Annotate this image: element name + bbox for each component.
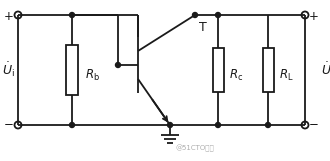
Text: +: +	[4, 9, 14, 23]
Circle shape	[70, 13, 75, 18]
Circle shape	[70, 123, 75, 128]
Circle shape	[215, 123, 220, 128]
Circle shape	[215, 13, 220, 18]
Bar	[66, 45, 78, 95]
Text: −: −	[4, 118, 14, 131]
Circle shape	[115, 62, 120, 67]
Text: +: +	[309, 9, 319, 23]
Text: $\dot{U}_{\rm i}$: $\dot{U}_{\rm i}$	[2, 61, 15, 79]
Text: $R_{\rm L}$: $R_{\rm L}$	[279, 67, 294, 83]
Text: @51CTO博客: @51CTO博客	[176, 144, 214, 152]
Text: $R_{\rm b}$: $R_{\rm b}$	[85, 67, 100, 83]
Text: $\dot{U}_{\rm o}$: $\dot{U}_{\rm o}$	[321, 61, 330, 79]
Bar	[213, 48, 223, 92]
Text: T: T	[199, 20, 207, 33]
Bar	[262, 48, 274, 92]
Text: −: −	[309, 118, 319, 131]
Circle shape	[266, 123, 271, 128]
Circle shape	[168, 123, 173, 128]
Text: $R_{\rm c}$: $R_{\rm c}$	[229, 67, 243, 83]
Circle shape	[192, 13, 197, 18]
